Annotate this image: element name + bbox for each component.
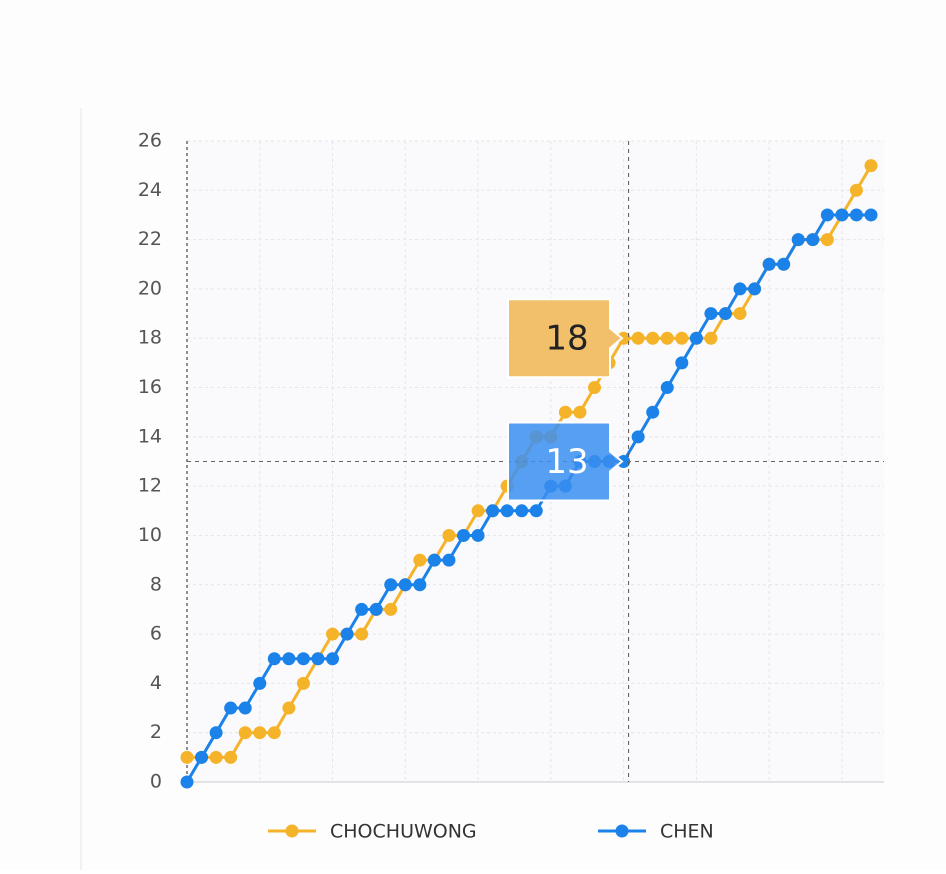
point (427, 553, 441, 567)
point (835, 208, 849, 222)
point (820, 208, 834, 222)
point (253, 676, 267, 690)
point (238, 726, 252, 740)
legend-label: CHOCHUWONG (330, 821, 477, 843)
y-tick-label: 16 (138, 376, 162, 398)
point (180, 750, 194, 764)
point (238, 701, 252, 715)
y-tick-label: 22 (138, 228, 162, 250)
point (660, 381, 674, 395)
tooltip-value: 18 (545, 319, 588, 359)
point (471, 528, 485, 542)
point (660, 331, 674, 345)
point (413, 553, 427, 567)
point (209, 750, 223, 764)
point (253, 726, 267, 740)
point (486, 504, 500, 518)
tooltip-box (507, 298, 624, 379)
point (748, 282, 762, 296)
point (806, 233, 820, 247)
point (587, 381, 601, 395)
point (515, 504, 529, 518)
y-tick-label: 24 (138, 179, 162, 201)
y-tick-label: 2 (150, 721, 162, 743)
point (355, 627, 369, 641)
tooltip-box (507, 421, 624, 502)
point (442, 553, 456, 567)
point (311, 652, 325, 666)
point (704, 307, 718, 321)
y-tick-label: 12 (138, 475, 162, 497)
legend-dot (285, 824, 299, 838)
point (369, 602, 383, 616)
y-tick-label: 0 (150, 771, 162, 793)
point (704, 331, 718, 345)
point (631, 331, 645, 345)
point (733, 307, 747, 321)
point (209, 726, 223, 740)
point (326, 627, 340, 641)
point (355, 602, 369, 616)
legend-label: CHEN (660, 821, 714, 843)
point (267, 652, 281, 666)
y-tick-label: 8 (150, 573, 162, 595)
point (573, 405, 587, 419)
point (646, 331, 660, 345)
point (849, 208, 863, 222)
y-tick-label: 20 (138, 277, 162, 299)
point (675, 331, 689, 345)
point (762, 257, 776, 271)
point (267, 726, 281, 740)
point (820, 233, 834, 247)
point (617, 455, 631, 468)
y-tick-label: 6 (150, 623, 162, 645)
point (529, 504, 543, 518)
point (558, 405, 572, 419)
point (282, 652, 296, 666)
point (384, 578, 398, 592)
point (689, 331, 703, 345)
point (849, 183, 863, 197)
point (398, 578, 412, 592)
tooltip-value: 13 (545, 442, 588, 482)
point (646, 405, 660, 419)
point (617, 331, 631, 345)
y-tick-label: 18 (138, 327, 162, 349)
point (457, 528, 471, 542)
point (224, 750, 238, 764)
point (500, 504, 514, 518)
point (326, 652, 340, 666)
point (224, 701, 238, 715)
point (864, 208, 878, 222)
y-tick-label: 10 (138, 524, 162, 546)
point (384, 602, 398, 616)
point (864, 159, 878, 173)
point (195, 750, 209, 764)
point (180, 775, 194, 789)
point (471, 504, 485, 518)
y-tick-label: 26 (138, 130, 162, 152)
point (733, 282, 747, 296)
point (631, 430, 645, 444)
point (413, 578, 427, 592)
point (442, 528, 456, 542)
legend-dot (615, 824, 629, 838)
point (777, 257, 791, 271)
point (282, 701, 296, 715)
point (296, 652, 310, 666)
point (340, 627, 354, 641)
y-tick-label: 14 (138, 425, 162, 447)
point (296, 676, 310, 690)
point (791, 233, 805, 247)
point (675, 356, 689, 370)
y-tick-label: 4 (150, 672, 162, 694)
point (718, 307, 732, 321)
